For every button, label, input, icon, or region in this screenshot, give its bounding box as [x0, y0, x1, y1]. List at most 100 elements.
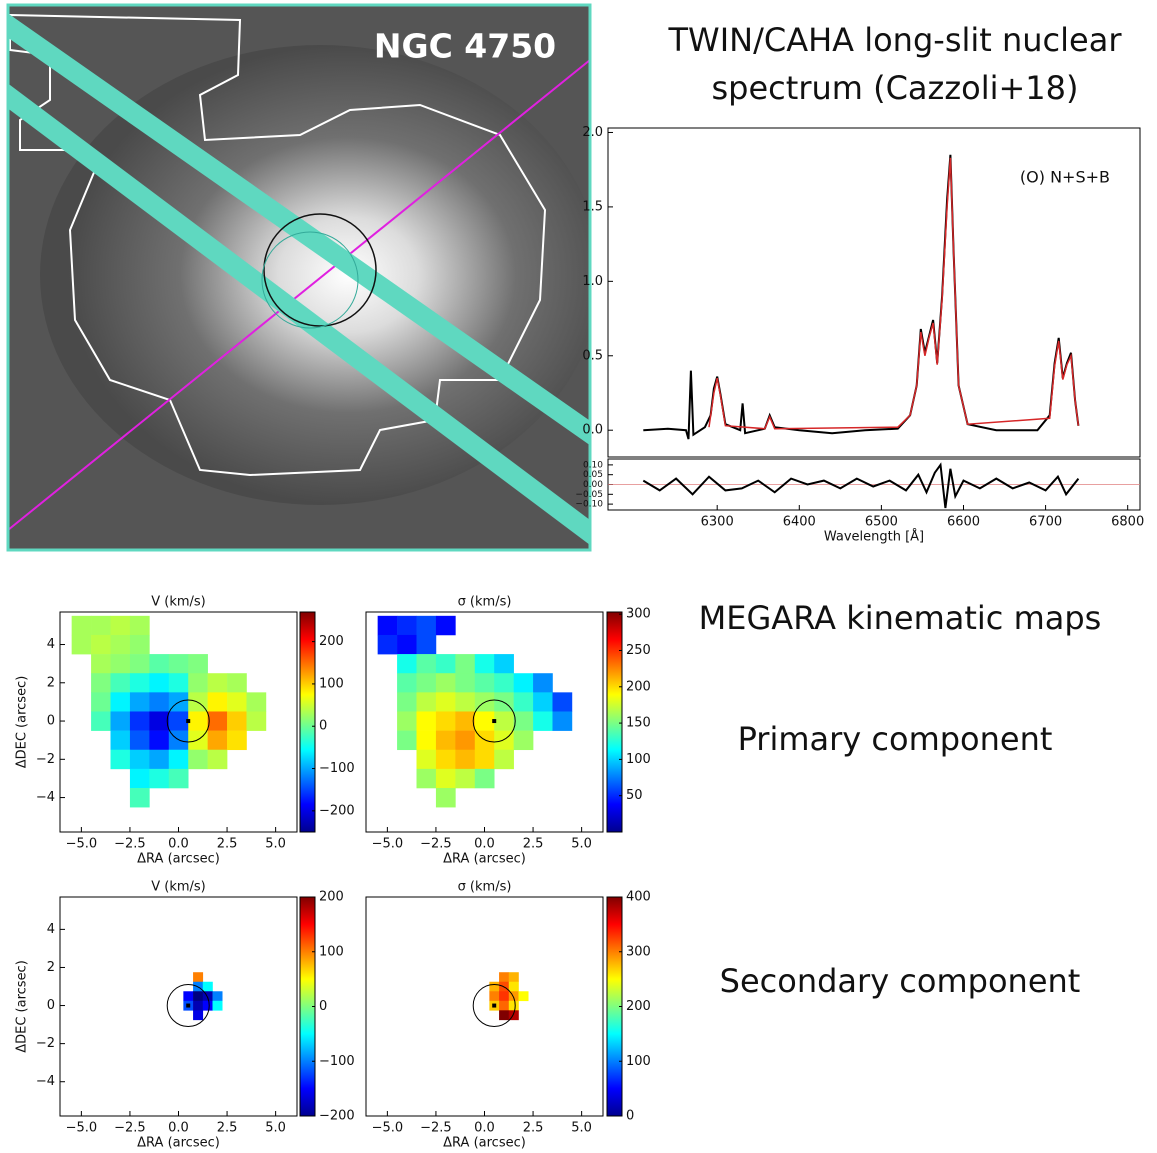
heatmap-cell: [494, 673, 514, 693]
center-dot: [186, 1003, 191, 1008]
x-tick-label: −2.5: [420, 1121, 452, 1136]
x-axis-label: ΔRA (arcsec): [443, 852, 526, 867]
galaxy-image: [8, 5, 590, 550]
heatmap-cell: [149, 749, 170, 770]
colorbar: [606, 611, 623, 833]
heatmap-cell: [552, 711, 573, 731]
heatmap-cell: [474, 749, 495, 770]
y-tick-label: 4: [47, 922, 55, 937]
heatmap-cell: [455, 711, 476, 731]
heatmap-cell: [207, 673, 228, 693]
x-tick-label: −2.5: [420, 837, 452, 852]
heatmap-cell: [508, 991, 519, 1002]
colorbar-tick-label: 200: [319, 890, 344, 905]
y-tick-label: 0.10: [583, 460, 603, 470]
heatmap-cells: [377, 615, 573, 808]
colorbar-tick-label: −100: [319, 761, 355, 776]
heatmap-cell: [435, 730, 456, 751]
heatmap-cell: [91, 634, 111, 655]
maps-title: MEGARA kinematic maps: [699, 599, 1102, 637]
x-tick-label: −5.0: [66, 1121, 98, 1136]
heatmap-cell: [499, 991, 510, 1002]
heatmap-cell: [552, 692, 573, 712]
y-tick-label: 0: [47, 998, 55, 1013]
y-tick-label: −0.10: [575, 500, 603, 510]
heatmap-cell: [435, 692, 456, 712]
colorbar-tick-label: 400: [626, 890, 651, 905]
heatmap-cell: [168, 730, 189, 751]
image-label: NGC 4750: [374, 27, 556, 66]
heatmap-cell: [499, 1000, 510, 1011]
x-axis-label: ΔRA (arcsec): [137, 1136, 220, 1151]
heatmap-cell: [91, 615, 111, 636]
heatmap-cell: [129, 730, 150, 751]
heatmap-cell: [494, 749, 514, 770]
heatmap-cell: [149, 654, 170, 674]
heatmap-cells: [183, 972, 223, 1021]
heatmap-cell: [474, 768, 495, 789]
y-tick-label: −4: [36, 790, 55, 805]
heatmap-cell: [129, 788, 150, 808]
image-frame: [6, 3, 592, 552]
plot-frame: [59, 896, 298, 1117]
heatmap-cell: [416, 692, 437, 712]
x-tick-label: 0.0: [168, 1121, 189, 1136]
heatmap-cell: [168, 749, 189, 770]
heatmap-cell: [533, 673, 553, 693]
heatmap-cell: [435, 654, 456, 674]
heatmap-cell: [455, 692, 476, 712]
colorbar-tick-label: 100: [319, 944, 344, 959]
colorbar-tick-label: 200: [626, 679, 651, 694]
heatmap-cell: [71, 615, 92, 636]
colorbar-tick-label: −100: [319, 1054, 355, 1069]
heatmap-cell: [435, 768, 456, 789]
heatmap-cell: [227, 730, 247, 751]
heatmap-cell: [207, 711, 228, 731]
x-tick-label: −5.0: [372, 837, 404, 852]
heatmap-cell: [397, 654, 417, 674]
y-tick-label: 0.5: [582, 348, 603, 363]
x-tick-label: 2.5: [217, 837, 238, 852]
plot-frame: [607, 127, 1141, 458]
colorbar-tick-label: −200: [319, 1109, 355, 1124]
heatmap-cell: [129, 711, 150, 731]
spectrum-title: TWIN/CAHA long-slit nuclear: [668, 21, 1123, 59]
heatmap-cell: [227, 711, 247, 731]
heatmap-cell: [202, 981, 213, 992]
heatmap-cell: [508, 1010, 519, 1021]
heatmap-cell: [110, 654, 131, 674]
heatmap-cell: [513, 730, 534, 751]
heatmap-cell: [91, 673, 111, 693]
heatmap-cell: [397, 692, 417, 712]
heatmap-cell: [129, 634, 150, 655]
x-tick-label: −5.0: [66, 837, 98, 852]
y-tick-label: −4: [36, 1074, 55, 1089]
y-tick-label: 2: [47, 675, 55, 690]
heatmap-cell: [188, 711, 208, 731]
heatmap-cell: [110, 692, 131, 712]
heatmap-cell: [494, 711, 514, 731]
x-tick-label: 2.5: [523, 1121, 544, 1136]
heatmap-cell: [474, 730, 495, 751]
heatmap-cell: [193, 1010, 204, 1021]
series-line: [708, 157, 1080, 430]
heatmap-cell: [227, 692, 247, 712]
x-axis-label: ΔRA (arcsec): [443, 1136, 526, 1151]
heatmap-cell: [435, 711, 456, 731]
colorbar: [299, 611, 316, 833]
heatmap-cell: [489, 991, 500, 1002]
heatmap-cell: [110, 615, 131, 636]
heatmap-cell: [455, 749, 476, 770]
x-tick-label: 6600: [947, 515, 980, 530]
colorbar-tick-label: 300: [626, 607, 651, 622]
y-tick-label: 0.0: [582, 423, 603, 438]
x-tick-label: 5.0: [571, 1121, 592, 1136]
heatmap-cell: [193, 991, 204, 1002]
x-tick-label: 6300: [701, 515, 734, 530]
heatmap-cell: [110, 730, 131, 751]
heatmap-cell: [168, 768, 189, 789]
x-tick-label: 5.0: [265, 837, 286, 852]
aperture: [472, 699, 516, 743]
heatmap-cell: [435, 615, 456, 636]
